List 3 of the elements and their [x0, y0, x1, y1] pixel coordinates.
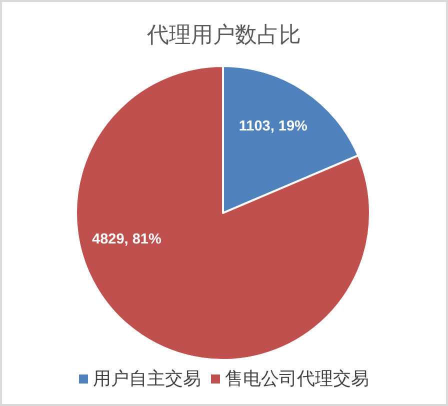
- legend-label: 用户自主交易: [93, 368, 201, 390]
- legend-label: 售电公司代理交易: [225, 368, 369, 390]
- title: 代理用户数占比: [147, 23, 301, 48]
